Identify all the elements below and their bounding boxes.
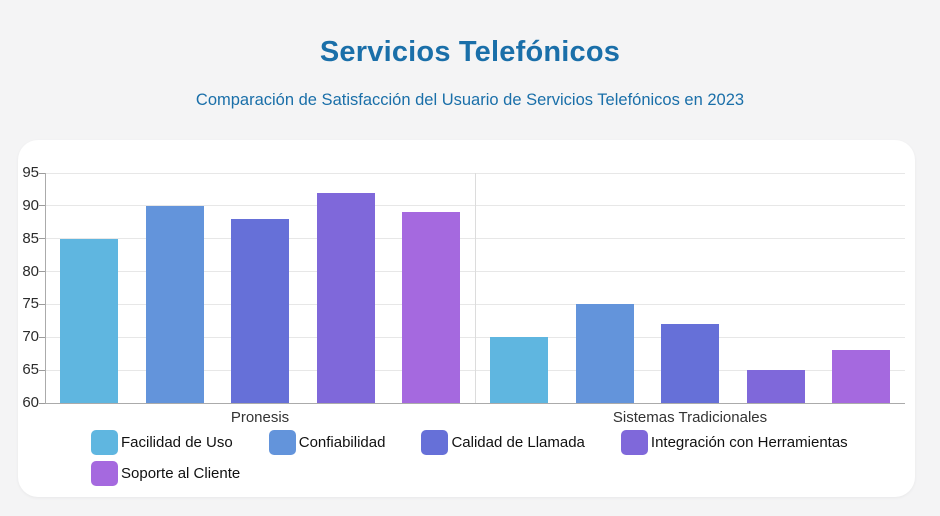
y-axis-tick-label: 85 [22, 229, 39, 247]
y-axis-tick [39, 402, 45, 404]
legend-swatch [91, 430, 118, 455]
category-divider [474, 173, 476, 403]
y-axis-tick-label: 60 [22, 394, 39, 411]
bar-sistemas-tradicionales-calidad-de-llamada[interactable] [661, 324, 719, 403]
bar-sistemas-tradicionales-confiabilidad[interactable] [575, 304, 634, 403]
chart-plot-area: 60 65 70 75 80 85 90 95 Pronesis Sistemas Tradici… [22, 165, 905, 426]
legend-item-integración-con-herramientas[interactable]: Integración con Herramientas [620, 430, 848, 455]
bar-pronesis-soporte-al-cliente[interactable] [402, 212, 460, 403]
y-axis-tick-label: 95 [22, 164, 39, 181]
legend-swatch [620, 430, 648, 455]
legend-item-facilidad-de-uso[interactable]: Facilidad de Uso [91, 430, 233, 455]
legend-item-soporte-al-cliente[interactable]: Soporte al Cliente [91, 461, 240, 486]
chart-legend: Facilidad de Uso Confiabilidad Calidad de … [91, 430, 901, 486]
legend-label: Calidad de Llamada [451, 434, 585, 451]
y-axis-tick-label: 80 [22, 262, 39, 280]
y-axis-tick-label: 90 [22, 196, 39, 214]
x-axis-category-label: Sistemas Tradicionales [612, 409, 768, 426]
page-subtitle: Comparación de Satisfacción del Usuario … [195, 91, 745, 109]
bar-pronesis-facilidad-de-uso[interactable] [60, 238, 118, 403]
y-axis-tick [39, 336, 45, 338]
x-axis-category-label: Pronesis [230, 409, 290, 426]
y-axis-line [45, 173, 46, 403]
y-axis-tick-label: 65 [22, 361, 39, 379]
y-axis-tick [39, 271, 45, 273]
y-axis-tick [39, 205, 45, 207]
bar-pronesis-integración-con-herramientas[interactable] [316, 192, 375, 403]
legend-label: Soporte al Cliente [121, 465, 241, 482]
y-axis-tick [39, 369, 45, 371]
bar-pronesis-calidad-de-llamada[interactable] [231, 219, 289, 403]
legend-swatch [421, 430, 449, 455]
x-axis-line [45, 403, 905, 404]
legend-label: Integración con Herramientas [650, 434, 848, 451]
legend-swatch [268, 430, 296, 455]
bar-sistemas-tradicionales-soporte-al-cliente[interactable] [832, 350, 890, 403]
bar-pronesis-confiabilidad[interactable] [145, 205, 204, 403]
legend-label: Confiabilidad [298, 434, 386, 451]
legend-swatch [91, 461, 118, 486]
y-axis-tick-label: 70 [22, 328, 39, 346]
chart-card: 60 65 70 75 80 85 90 95 Pronesis Sistemas Tradici… [18, 140, 915, 497]
y-axis-tick [39, 172, 45, 174]
bar-sistemas-tradicionales-facilidad-de-uso[interactable] [490, 337, 548, 403]
y-axis-tick-label: 75 [22, 295, 39, 313]
page-title: Servicios Telefónicos [319, 36, 621, 68]
legend-item-confiabilidad[interactable]: Confiabilidad [268, 430, 386, 455]
y-axis-tick [39, 303, 45, 305]
bar-sistemas-tradicionales-integración-con-herramientas[interactable] [746, 370, 805, 403]
legend-item-calidad-de-llamada[interactable]: Calidad de Llamada [421, 430, 585, 455]
y-axis-tick [39, 238, 45, 240]
legend-label: Facilidad de Uso [121, 434, 233, 451]
